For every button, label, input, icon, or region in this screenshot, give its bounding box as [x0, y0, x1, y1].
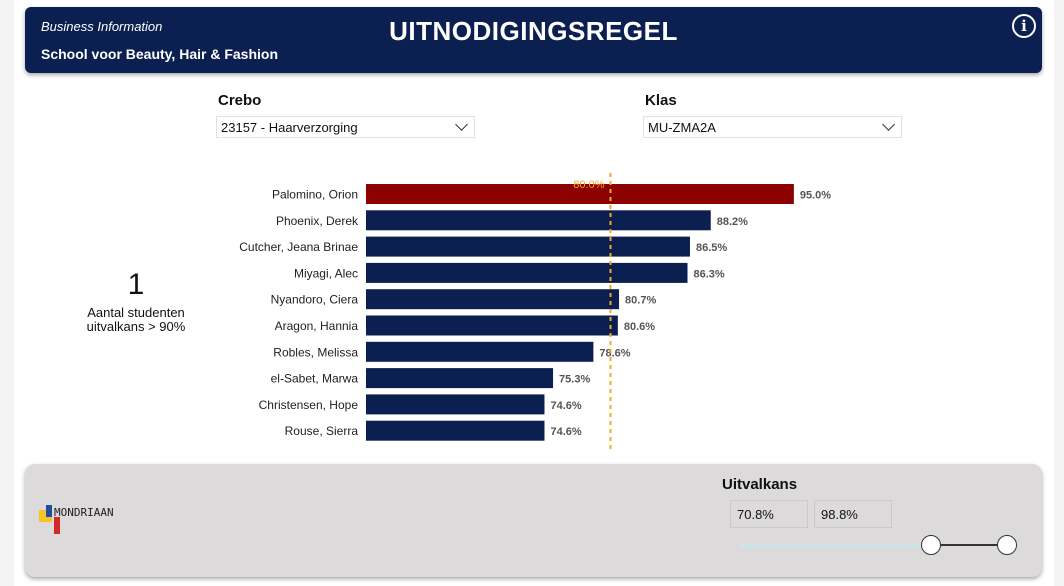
category-label-1: Phoenix, Derek: [276, 214, 359, 228]
header-banner: Business Information School voor Beauty,…: [25, 7, 1042, 73]
range-min-input[interactable]: 70.8%: [730, 500, 808, 528]
crebo-selected-value: 23157 - Haarverzorging: [221, 120, 358, 135]
category-label-6: Robles, Melissa: [273, 345, 358, 359]
school-name: School voor Beauty, Hair & Fashion: [41, 46, 279, 62]
bar-3[interactable]: [366, 262, 688, 283]
uitvalkans-title: Uitvalkans: [722, 476, 798, 493]
info-icon[interactable]: i: [1012, 14, 1036, 38]
slider-min-handle[interactable]: [921, 535, 941, 555]
value-label-9: 74.6%: [550, 426, 581, 438]
reference-line-label: 80.0%: [573, 179, 604, 191]
page-title: UITNODIGINGSREGEL: [389, 16, 678, 46]
footer-panel: MONDRIAAN Uitvalkans 70.8% 98.8%: [25, 464, 1042, 577]
logo-text: MONDRIAAN: [54, 506, 114, 519]
bar-7[interactable]: [366, 368, 554, 389]
klas-label: Klas: [645, 92, 677, 109]
slider-track[interactable]: [740, 544, 930, 547]
category-label-4: Nyandoro, Ciera: [271, 293, 359, 307]
category-label-3: Miyagi, Alec: [294, 266, 358, 280]
bar-8[interactable]: [366, 394, 545, 415]
dropout-bar-chart: Palomino, Orion 95.0% Phoenix, Derek 88.2% C…: [239, 173, 831, 452]
kpi-label: Aantal studenten uitvalkans > 90%: [86, 305, 186, 334]
header-subtitle: Business Information: [41, 19, 163, 34]
category-label-2: Cutcher, Jeana Brinae: [239, 240, 358, 254]
value-label-6: 78.6%: [599, 347, 630, 359]
category-label-9: Rouse, Sierra: [285, 424, 359, 438]
range-max-input[interactable]: 98.8%: [814, 500, 892, 528]
value-label-5: 80.6%: [624, 321, 655, 333]
kpi-value: 1: [127, 268, 145, 301]
category-label-7: el-Sabet, Marwa: [271, 372, 359, 386]
value-label-1: 88.2%: [717, 216, 748, 228]
category-label-0: Palomino, Orion: [272, 188, 358, 202]
bar-5[interactable]: [366, 315, 618, 336]
klas-dropdown[interactable]: MU-ZMA2A: [643, 116, 902, 138]
value-label-7: 75.3%: [559, 374, 590, 386]
mondriaan-logo: MONDRIAAN: [39, 505, 114, 534]
bar-0[interactable]: [366, 184, 794, 204]
klas-selected-value: MU-ZMA2A: [648, 120, 716, 135]
bar-2[interactable]: [366, 236, 690, 257]
slider-selected-range[interactable]: [930, 544, 1007, 546]
crebo-label: Crebo: [218, 92, 262, 109]
bar-9[interactable]: [366, 420, 545, 441]
crebo-dropdown[interactable]: 23157 - Haarverzorging: [216, 116, 475, 138]
bar-6[interactable]: [366, 341, 594, 362]
bar-4[interactable]: [366, 289, 620, 310]
value-label-8: 74.6%: [550, 400, 581, 412]
value-label-3: 86.3%: [694, 268, 725, 280]
category-label-8: Christensen, Hope: [259, 398, 359, 412]
value-label-4: 80.7%: [625, 295, 656, 307]
category-label-5: Aragon, Hannia: [275, 319, 359, 333]
bar-1[interactable]: [366, 210, 711, 231]
value-label-0: 95.0%: [800, 190, 831, 202]
value-label-2: 86.5%: [696, 242, 727, 254]
slider-max-handle[interactable]: [997, 535, 1017, 555]
